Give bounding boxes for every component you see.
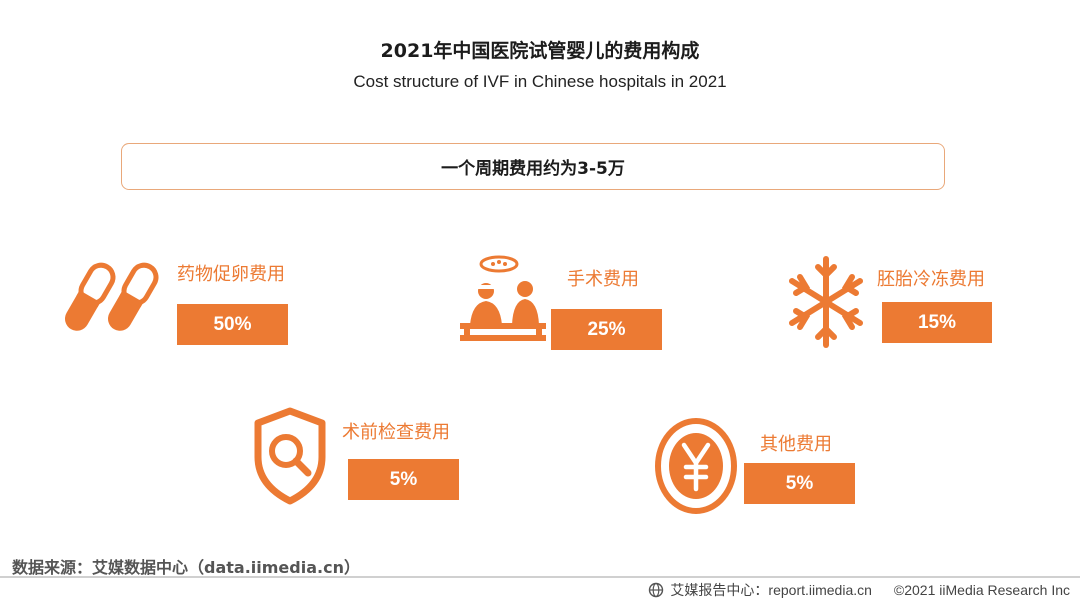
item-value-other: 5%: [744, 463, 855, 504]
surgery-icon: [460, 255, 546, 341]
chart-title: 2021年中国医院试管婴儿的费用构成: [380, 40, 700, 62]
footer-report-link[interactable]: 艾媒报告中心：report.iimedia.cn: [670, 582, 872, 598]
item-value-drug: 50%: [177, 304, 288, 345]
item-label-freezing: 胚胎冷冻费用: [877, 269, 985, 290]
globe-icon: [649, 582, 664, 598]
footer: 艾媒报告中心：report.iimedia.cn ©2021 iiMedia R…: [648, 580, 1070, 600]
yuan-coin-icon: [655, 418, 737, 514]
item-value-surgery: 25%: [551, 309, 662, 350]
summary-text: 一个周期费用约为3-5万: [441, 159, 625, 179]
item-label-surgery: 手术费用: [567, 269, 639, 290]
pill-capsule-icon: [65, 262, 159, 331]
item-value-pre-exam: 5%: [348, 459, 459, 500]
item-label-other: 其他费用: [760, 434, 832, 455]
footer-copyright: ©2021 iiMedia Research Inc: [893, 582, 1070, 598]
summary-box: 一个周期费用约为3-5万: [121, 143, 945, 190]
item-label-pre-exam: 术前检查费用: [342, 422, 450, 443]
shield-search-icon: [254, 407, 326, 505]
footer-divider: [0, 576, 1080, 578]
item-value-freezing: 15%: [882, 302, 992, 343]
chart-subtitle: Cost structure of IVF in Chinese hospita…: [353, 72, 727, 91]
data-source: 数据来源：艾媒数据中心（data.iimedia.cn）: [12, 558, 360, 577]
item-label-drug: 药物促卵费用: [177, 264, 285, 285]
snowflake-icon: [789, 256, 863, 348]
